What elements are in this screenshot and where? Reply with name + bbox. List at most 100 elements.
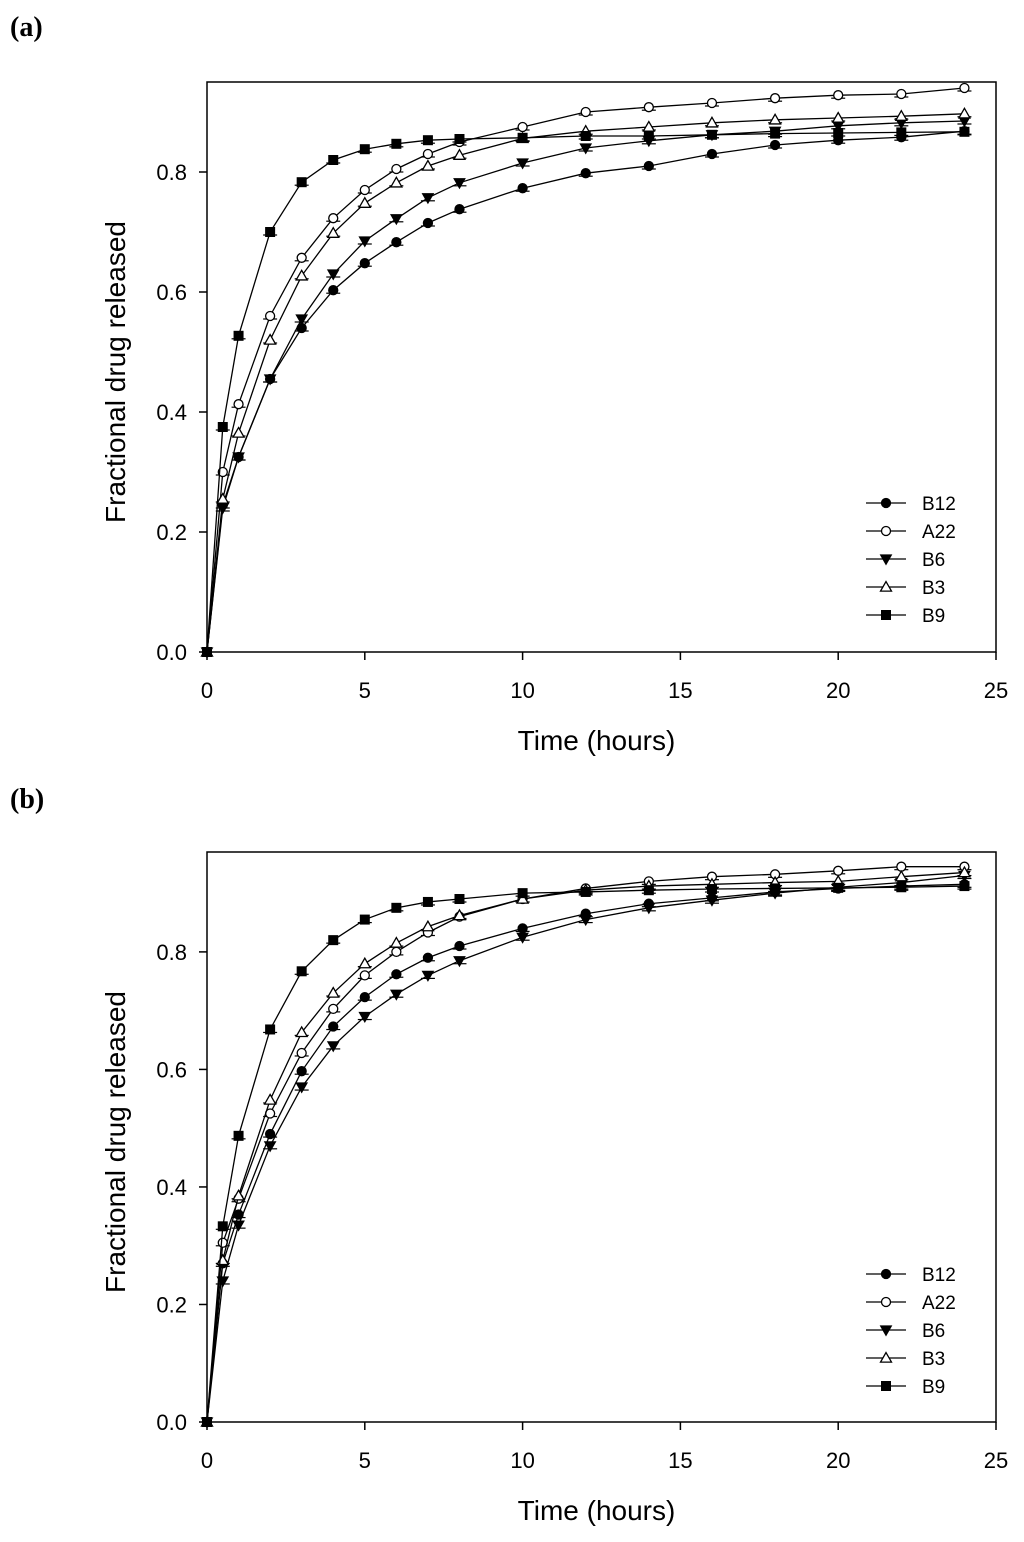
data-point <box>233 1130 244 1141</box>
y-tick-label: 0.8 <box>156 940 187 965</box>
data-point <box>328 1021 339 1032</box>
y-tick-label: 0.4 <box>156 400 187 425</box>
y-axis-title: Fractional drug released <box>100 221 131 523</box>
series-b9 <box>202 881 972 1427</box>
data-point <box>422 896 433 907</box>
data-point <box>216 492 230 504</box>
data-point <box>233 330 244 341</box>
data-point <box>643 160 654 172</box>
x-tick-label: 5 <box>359 678 371 703</box>
legend-label-b3: B3 <box>922 1349 945 1370</box>
data-point <box>422 952 434 963</box>
data-point <box>770 883 781 894</box>
data-point <box>263 1141 277 1153</box>
data-point <box>359 144 370 155</box>
legend-label-a22: A22 <box>922 1293 956 1314</box>
data-point <box>216 1253 230 1266</box>
legend-label-b12: B12 <box>922 494 956 515</box>
data-point <box>452 148 467 160</box>
legend-marker <box>879 554 893 566</box>
data-point <box>705 115 719 128</box>
series-line <box>206 871 965 1423</box>
x-tick-label: 25 <box>984 1448 1008 1473</box>
legend-label-b6: B6 <box>922 550 945 571</box>
legend: B12 A22 B6 B3 B9 <box>866 1265 956 1398</box>
series-b3 <box>200 865 972 1427</box>
series-line <box>206 120 965 653</box>
data-point <box>391 902 402 913</box>
x-axis-title: Time (hours) <box>518 1495 676 1526</box>
legend-label-b6: B6 <box>922 1321 945 1342</box>
x-tick-label: 15 <box>668 1448 692 1473</box>
data-point <box>391 138 402 149</box>
data-point <box>643 131 654 141</box>
data-point <box>421 193 435 205</box>
data-point <box>706 884 717 895</box>
data-point <box>517 888 528 899</box>
x-tick-label: 25 <box>984 678 1008 703</box>
data-point <box>216 1276 230 1288</box>
data-point <box>359 914 370 925</box>
data-point <box>896 882 907 893</box>
data-point <box>391 237 402 248</box>
data-point <box>263 1093 277 1105</box>
data-point <box>263 374 277 386</box>
data-point <box>391 946 402 958</box>
data-point <box>453 956 466 968</box>
data-point <box>265 227 276 237</box>
data-point <box>328 1003 339 1015</box>
y-tick-label: 0.0 <box>156 1410 187 1435</box>
data-point <box>296 966 307 977</box>
series-line <box>206 883 965 1423</box>
data-point <box>517 132 528 143</box>
data-point <box>833 882 844 893</box>
legend-label-b12: B12 <box>922 1265 956 1286</box>
chart-panel-b: (b) 0 5 10 15 20 25 0.0 0.2 0.4 0.6 0.8 Time (hours)… <box>10 784 1008 1526</box>
data-point <box>202 647 212 657</box>
data-point <box>358 956 372 969</box>
data-point <box>896 127 907 138</box>
data-point <box>580 131 591 141</box>
data-point <box>296 177 307 188</box>
legend-marker <box>879 580 893 592</box>
data-point <box>389 175 403 188</box>
data-point <box>296 1047 307 1059</box>
series-line <box>206 87 965 653</box>
data-point <box>328 285 339 296</box>
y-tick-label: 0.2 <box>156 520 187 545</box>
data-point <box>959 881 970 892</box>
data-point <box>580 168 591 179</box>
legend-marker <box>879 1325 893 1337</box>
data-point <box>769 139 781 151</box>
data-point <box>358 196 372 208</box>
data-point <box>295 1082 309 1094</box>
data-point <box>705 895 719 907</box>
data-point <box>328 213 339 224</box>
y-tick-label: 0.6 <box>156 280 187 305</box>
data-point <box>217 1221 228 1232</box>
data-point <box>359 991 370 1003</box>
data-point <box>296 252 307 263</box>
series-b3 <box>200 106 972 657</box>
data-point <box>421 970 435 982</box>
data-point <box>769 93 781 104</box>
data-point <box>580 886 591 897</box>
data-point <box>265 1024 276 1035</box>
data-point <box>391 969 402 980</box>
series-line <box>206 113 965 653</box>
y-tick-label: 0.4 <box>156 1175 187 1200</box>
y-tick-label: 0.6 <box>156 1057 187 1082</box>
data-point <box>328 155 339 165</box>
legend-label-a22: A22 <box>922 522 956 543</box>
data-point <box>421 919 435 932</box>
data-point <box>295 268 309 281</box>
data-point <box>579 914 593 927</box>
legend-marker <box>880 497 892 509</box>
data-point <box>232 1220 245 1232</box>
data-point <box>421 159 435 171</box>
data-point <box>706 148 718 160</box>
data-point <box>833 128 844 138</box>
x-tick-label: 20 <box>826 678 850 703</box>
data-point <box>453 178 466 190</box>
